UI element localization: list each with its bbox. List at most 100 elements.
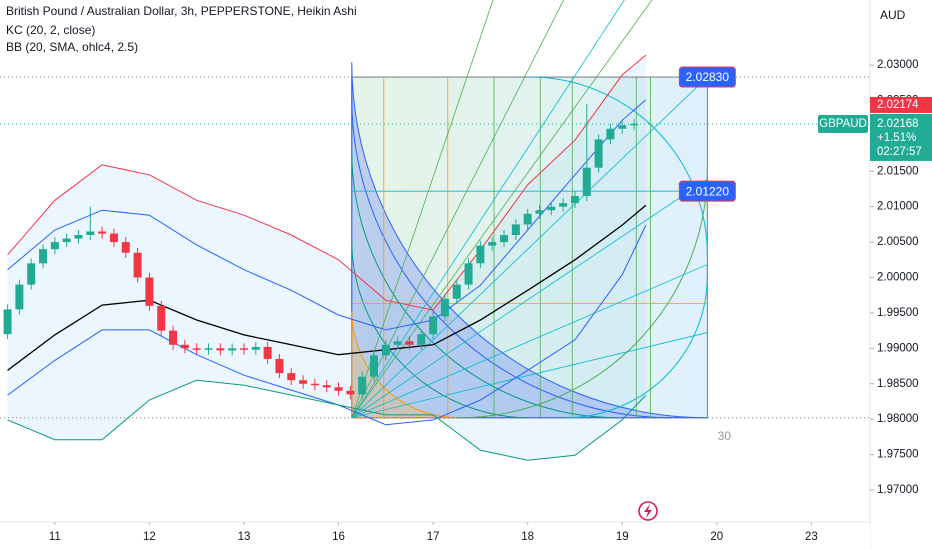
candle-body (429, 316, 438, 335)
gann-fan (351, 264, 708, 419)
candle-body (180, 344, 189, 349)
candle-body (547, 206, 556, 211)
candle-body (594, 139, 603, 168)
last-price-box (870, 113, 932, 161)
gann-arc (565, 275, 708, 419)
candle-body (98, 231, 107, 234)
candle-body (322, 385, 331, 388)
x-tick-label: 13 (238, 531, 251, 543)
price-tag-box (678, 66, 736, 88)
y-tick-label: 2.03000 (877, 59, 919, 71)
time-axis (0, 522, 870, 550)
y-tick-label: 1.99000 (877, 342, 919, 354)
y-tick-label: 2.00000 (877, 272, 919, 284)
indicator-line (7, 99, 647, 331)
candle-body (405, 341, 414, 345)
symbol-tag-label: GBPAUD (819, 118, 867, 130)
icon-lightning[interactable] (638, 501, 658, 521)
plot-area (0, 0, 870, 461)
candle-body (62, 238, 71, 243)
candle-body (109, 233, 118, 243)
y-tick-label: 1.97000 (877, 484, 919, 496)
candle-body (228, 348, 237, 351)
candle-body (287, 373, 296, 381)
candle-body (334, 387, 343, 391)
candle-body (216, 348, 225, 351)
candle-body (476, 245, 485, 264)
price-tag: 2.02830 (678, 66, 736, 88)
candle-body (169, 330, 178, 345)
gann-arc (351, 239, 530, 419)
price-tag-box (678, 180, 736, 202)
x-tick-label: 16 (332, 531, 345, 543)
candle-body (299, 380, 308, 384)
candle-body (381, 344, 390, 356)
last-price-tag: 2.02168 +1.51% 02:27:57 (870, 113, 932, 161)
symbol-tag: GBPAUD (818, 114, 868, 133)
gann-arc (351, 151, 619, 419)
gann-arc (351, 97, 672, 419)
gann-arc (529, 76, 708, 255)
countdown-label: 02:27:57 (877, 146, 922, 158)
gann-arc (458, 168, 708, 419)
candle-body (452, 284, 461, 299)
y-tick-label: 2.00500 (877, 236, 919, 248)
gann-fan (351, 178, 708, 419)
candle-body (157, 305, 166, 331)
candle-body (39, 249, 48, 264)
candle-body (86, 231, 95, 236)
candle-body (145, 277, 154, 306)
candle-body (370, 355, 379, 377)
candle-body (310, 383, 319, 386)
y-tick-label: 2.01500 (877, 165, 919, 177)
x-tick-label: 11 (49, 531, 61, 543)
candle-body (263, 346, 272, 359)
x-tick-label: 18 (521, 531, 534, 543)
y-tick-label: 1.98500 (877, 378, 919, 390)
symbol-tag-box (818, 114, 868, 133)
high-tag: 2.02174 (870, 96, 932, 113)
candle-body (15, 284, 24, 310)
chart-title: British Pound / Australian Dollar, 3h, P… (6, 4, 357, 18)
candle-body (500, 235, 509, 243)
candle-body (358, 376, 367, 395)
candle-body (570, 196, 579, 204)
change-label: +1.51% (877, 132, 916, 144)
x-tick-label: 23 (805, 531, 818, 543)
candle-body (192, 348, 201, 350)
gann-label: 30 (718, 429, 732, 443)
candle-body (417, 334, 426, 345)
gann-fan (351, 76, 708, 419)
candle-body (440, 298, 449, 317)
indicator-line (7, 379, 647, 461)
candle-body (464, 263, 473, 285)
candle-body (346, 390, 355, 395)
currency-label: AUD (880, 8, 906, 22)
gann-fan (351, 332, 708, 419)
price-tag-label: 2.02830 (686, 70, 730, 84)
candle-body (133, 252, 142, 278)
x-tick-label: 17 (427, 531, 440, 543)
candle-body (50, 242, 59, 250)
candle-body (27, 263, 36, 285)
gann-drawing (351, 0, 708, 419)
candle-body (251, 346, 260, 350)
x-tick-label: 19 (616, 531, 629, 543)
candle-body (630, 123, 639, 126)
candle-body (393, 341, 402, 345)
y-tick-label: 2.01000 (877, 201, 919, 213)
gann-fan (351, 0, 625, 418)
candle-body (275, 358, 284, 374)
y-tick-label: 1.99500 (877, 307, 919, 319)
candle-body (204, 348, 213, 350)
gann-fan (351, 0, 494, 418)
candle-body (3, 309, 12, 335)
candle-body (618, 125, 627, 129)
high-tag-label: 2.02174 (877, 99, 919, 111)
price-axis (870, 0, 932, 550)
candle-body (488, 242, 497, 246)
high-tag-box (870, 96, 932, 113)
